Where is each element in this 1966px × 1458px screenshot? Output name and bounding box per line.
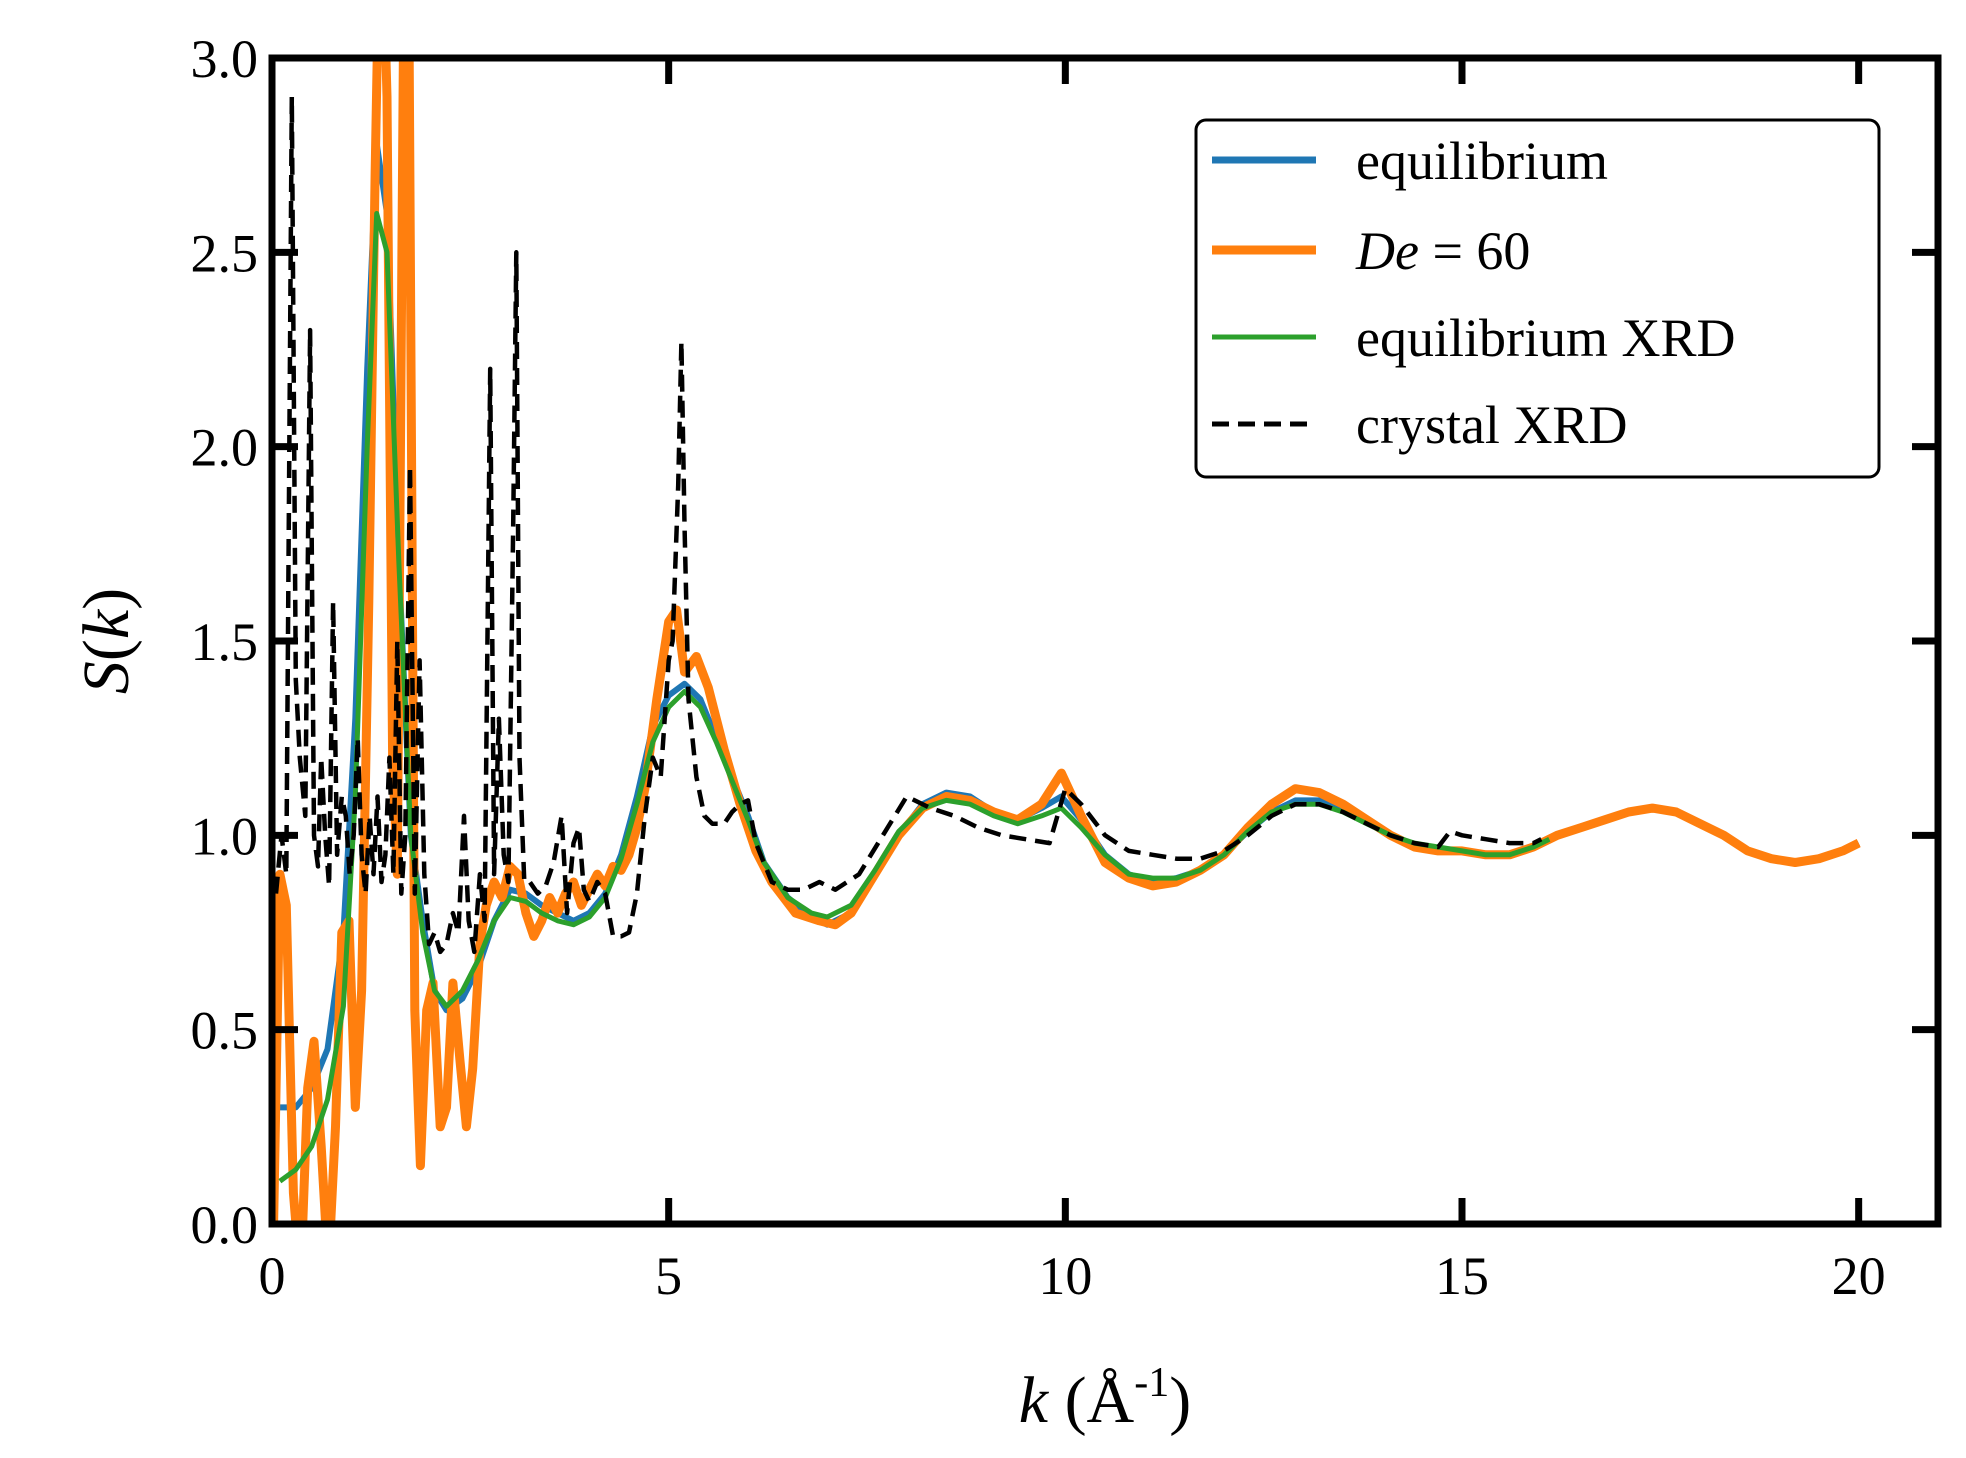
y-tick-label: 0.5 (191, 1001, 259, 1061)
y-tick-label: 0.0 (191, 1195, 259, 1255)
y-tick-label: 1.0 (191, 806, 259, 866)
y-tick-label: 1.5 (191, 612, 259, 672)
x-tick-label: 0 (259, 1246, 286, 1306)
ticks-layer (268, 54, 1938, 1228)
y-tick-label: 2.0 (191, 418, 259, 478)
legend-label-equilibrium: equilibrium (1356, 131, 1608, 191)
y-axis-label: S(k) (70, 588, 143, 694)
x-axis-label: k (Å-1) (1019, 1360, 1191, 1437)
y-tick-label: 2.5 (191, 223, 259, 283)
legend-label-equilibrium-xrd: equilibrium XRD (1356, 308, 1735, 368)
legend: equilibrium De = 60 equilibrium XRD crys… (1194, 118, 1881, 479)
legend-label-de60: De = 60 (1355, 221, 1530, 281)
y-tick-label: 3.0 (191, 29, 259, 89)
x-tick-label: 10 (1038, 1246, 1092, 1306)
series-line-de-60 (272, 58, 1861, 1224)
x-tick-label: 5 (655, 1246, 682, 1306)
legend-box (1194, 118, 1881, 479)
series-layer (272, 58, 1861, 1224)
x-tick-label: 20 (1832, 1246, 1886, 1306)
tick-labels-layer: 0 5 10 15 20 0.0 0.5 1.0 1.5 2.0 2.5 3.0 (191, 29, 1886, 1306)
legend-label-crystal-xrd: crystal XRD (1356, 395, 1627, 455)
x-tick-label: 15 (1435, 1246, 1489, 1306)
series-line-crystal-xrd (273, 94, 1543, 955)
